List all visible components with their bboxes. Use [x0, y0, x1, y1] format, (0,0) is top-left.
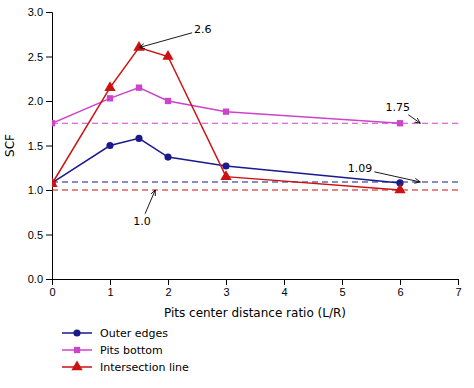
- legend-symbol: [74, 347, 80, 353]
- series-point: [164, 154, 171, 161]
- plot-area: 0 1 2 3 4 5 6 7 0.0 0.5 1.0 1.5 2.0 2.5 3.0 2.6 1.75 1.09…: [28, 6, 462, 298]
- series-point: [394, 183, 405, 193]
- y-tick-mark: [46, 57, 52, 58]
- x-tick-label: 3: [223, 286, 229, 298]
- series-point: [220, 170, 231, 180]
- x-tick-label: 4: [281, 286, 287, 298]
- legend-entry: Pits bottom: [62, 344, 163, 357]
- legend-entry: Intersection line: [62, 360, 189, 373]
- legend: Outer edges Pits bottom Intersection line: [62, 327, 189, 374]
- y-tick-mark: [46, 12, 52, 13]
- y-tick-mark: [46, 146, 52, 147]
- annotation-arrow: [145, 190, 155, 214]
- series-line: [52, 48, 400, 190]
- legend-symbol: [71, 360, 82, 370]
- series-point: [135, 135, 142, 142]
- x-tick-label: 7: [455, 286, 461, 298]
- x-axis-line: [53, 280, 459, 286]
- series-point: [133, 41, 144, 51]
- x-tick-label: 0: [49, 286, 55, 298]
- chart: 0 1 2 3 4 5 6 7 0.0 0.5 1.0 1.5 2.0 2.5 3.0 2.6 1.75 1.09…: [0, 0, 474, 388]
- y-tick-label: 0.0: [28, 273, 43, 285]
- y-axis-title: SCF: [3, 134, 17, 157]
- y-axis: 0.0 0.5 1.0 1.5 2.0 2.5 3.0: [28, 6, 53, 285]
- series-point: [52, 177, 58, 187]
- x-tick-mark: [284, 279, 285, 285]
- y-axis-line: [46, 13, 53, 280]
- annotations: 2.6 1.75 1.09 1.0: [133, 23, 420, 227]
- x-tick: 2: [165, 279, 171, 298]
- series-line: [52, 88, 400, 124]
- series-line: [52, 138, 400, 183]
- series-point: [52, 120, 55, 126]
- x-axis: 0 1 2 3 4 5 6 7: [49, 279, 461, 298]
- y-tick-mark: [46, 235, 52, 236]
- legend-label: Intersection line: [100, 361, 189, 374]
- x-tick: 4: [281, 279, 287, 298]
- x-tick-label: 1: [107, 286, 113, 298]
- series-point: [223, 109, 229, 115]
- x-tick-mark: [226, 279, 227, 285]
- series-point: [165, 98, 171, 104]
- x-tick: 0: [49, 279, 55, 298]
- x-tick: 5: [339, 279, 345, 298]
- y-tick-label: 0.5: [28, 229, 43, 241]
- y-tick-mark: [46, 190, 52, 191]
- y-tick-label: 2.5: [28, 51, 43, 63]
- y-tick: 0.0: [28, 273, 52, 285]
- y-tick-label: 1.0: [28, 184, 43, 196]
- y-tick: 1.5: [28, 140, 52, 152]
- y-tick: 2.5: [28, 51, 52, 63]
- legend-entry: Outer edges: [62, 327, 168, 340]
- y-tick-mark: [46, 101, 52, 102]
- x-tick-label: 5: [339, 286, 345, 298]
- annotation-arrow: [408, 115, 420, 124]
- x-tick-mark: [110, 279, 111, 285]
- legend-symbol: [73, 329, 80, 336]
- x-axis-title: Pits center distance ratio (L/R): [164, 306, 346, 320]
- legend-label: Outer edges: [100, 327, 168, 340]
- series-point: [136, 84, 142, 90]
- y-tick: 3.0: [28, 6, 52, 18]
- x-tick-mark: [342, 279, 343, 285]
- x-tick: 3: [223, 279, 229, 298]
- x-tick-mark: [458, 279, 459, 285]
- x-tick-mark: [168, 279, 169, 285]
- y-tick-label: 3.0: [28, 6, 43, 18]
- annotation-arrow: [374, 172, 420, 182]
- marks: [52, 41, 458, 193]
- annotation-text: 1.09: [348, 162, 373, 175]
- series-point: [397, 120, 403, 126]
- x-tick: 1: [107, 279, 113, 298]
- y-tick: 2.0: [28, 95, 52, 107]
- legend-label: Pits bottom: [100, 344, 163, 357]
- x-tick: 6: [397, 279, 403, 298]
- series-point: [106, 142, 113, 149]
- series-point: [107, 95, 113, 101]
- y-tick: 1.0: [28, 184, 52, 196]
- x-tick-mark: [400, 279, 401, 285]
- series-point: [162, 50, 173, 60]
- y-tick-label: 2.0: [28, 95, 43, 107]
- y-tick-mark: [46, 279, 52, 280]
- x-tick: 7: [455, 279, 461, 298]
- x-tick-label: 2: [165, 286, 171, 298]
- annotation-text: 1.75: [386, 101, 411, 114]
- annotation-arrow: [139, 33, 192, 48]
- series-point: [104, 81, 115, 91]
- annotation-text: 2.6: [194, 23, 212, 36]
- y-tick-label: 1.5: [28, 140, 43, 152]
- series-point: [222, 162, 229, 169]
- y-tick: 0.5: [28, 229, 52, 241]
- x-tick-label: 6: [397, 286, 403, 298]
- annotation-text: 1.0: [133, 215, 151, 228]
